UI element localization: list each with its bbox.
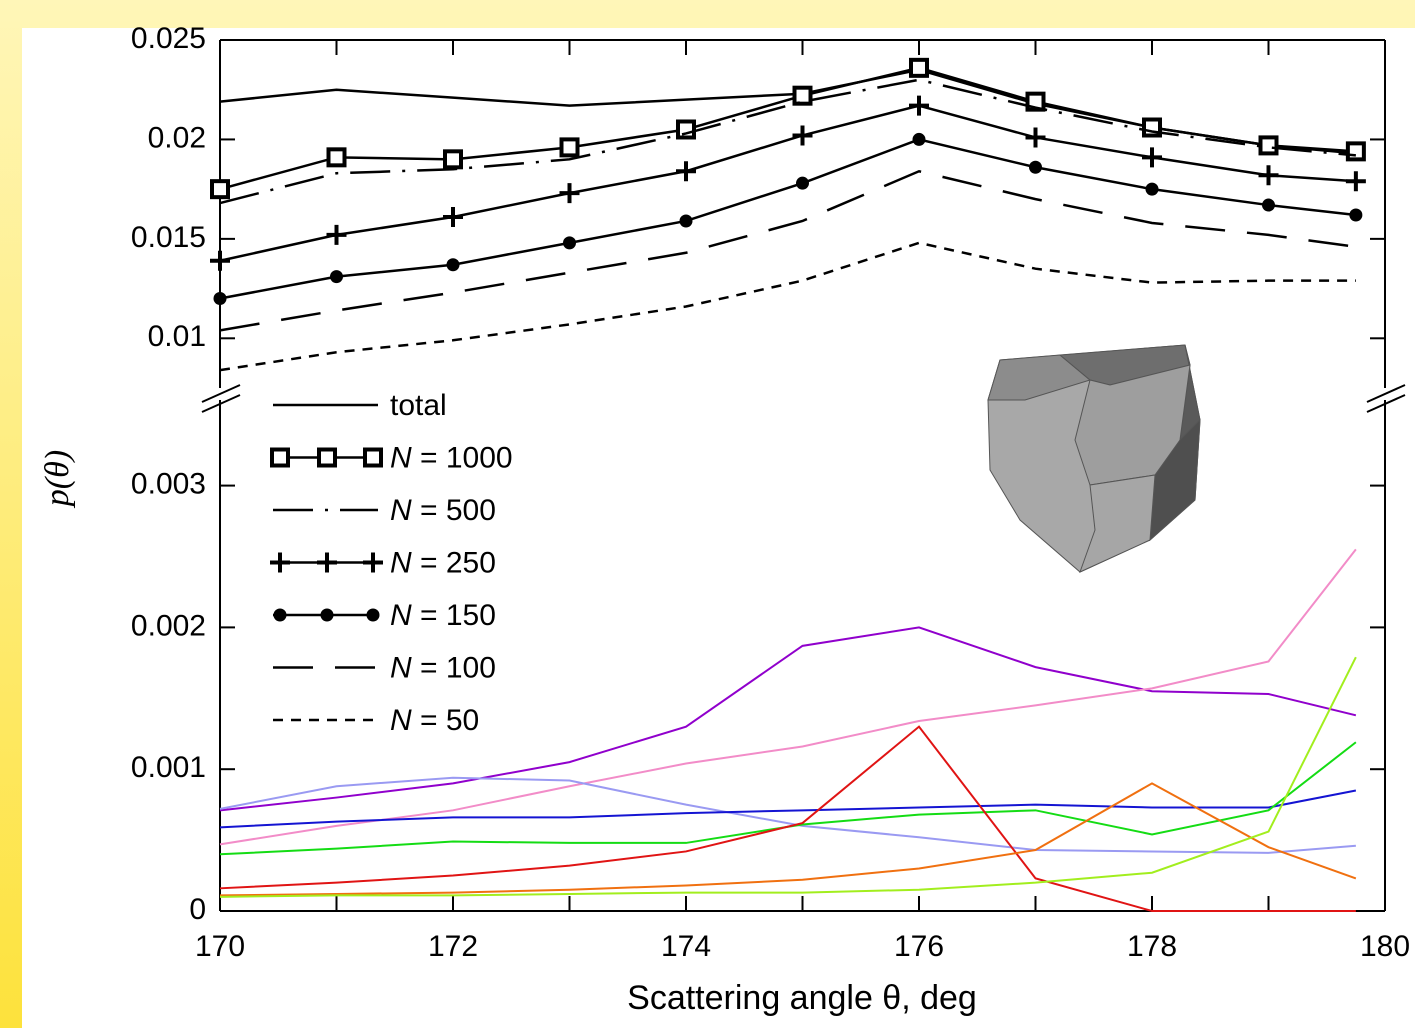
marker-square: [911, 60, 927, 76]
marker-square: [212, 181, 228, 197]
chart: p(θ) Scattering angle θ, deg 170 172 174 17…: [0, 0, 1415, 1028]
marker-square: [678, 121, 694, 137]
y-tick-label: 0.001: [131, 751, 206, 784]
marker-square: [319, 450, 335, 466]
y-tick-label: 0.01: [148, 320, 206, 353]
marker-circle: [1029, 161, 1042, 174]
x-tick-label: 180: [1360, 930, 1410, 963]
x-tick-label: 174: [661, 930, 711, 963]
marker-circle: [680, 214, 693, 227]
y-tick-label: 0.003: [131, 468, 206, 501]
marker-circle: [321, 609, 334, 622]
marker-circle: [447, 258, 460, 271]
legend-label: N = 500: [390, 494, 496, 527]
marker-circle: [330, 270, 343, 283]
x-tick-label: 172: [428, 930, 478, 963]
x-tick-label: 176: [894, 930, 944, 963]
legend-label: N = 150: [390, 599, 496, 632]
x-axis-label: Scattering angle θ, deg: [627, 979, 977, 1017]
legend-label: N = 250: [390, 546, 496, 579]
marker-square: [1348, 143, 1364, 159]
marker-circle: [563, 236, 576, 249]
y-tick-label: 0.02: [148, 121, 206, 154]
marker-circle: [796, 177, 809, 190]
legend-label: N = 1000: [390, 441, 513, 474]
legend-label: total: [390, 389, 447, 422]
marker-square: [365, 450, 381, 466]
legend-label: N = 100: [390, 651, 496, 684]
marker-circle: [214, 292, 227, 305]
marker-circle: [367, 609, 380, 622]
marker-circle: [1349, 209, 1362, 222]
marker-square: [272, 450, 288, 466]
x-tick-label: 178: [1127, 930, 1177, 963]
marker-square: [1261, 137, 1277, 153]
y-tick-label: 0.002: [131, 609, 206, 642]
y-tick-label: 0.015: [131, 221, 206, 254]
legend-label: N = 50: [390, 704, 479, 737]
x-tick-label: 170: [195, 930, 245, 963]
marker-square: [795, 88, 811, 104]
marker-square: [445, 151, 461, 167]
chart-background: [22, 28, 1415, 1028]
marker-circle: [1146, 183, 1159, 196]
marker-square: [562, 139, 578, 155]
y-tick-label: 0: [189, 893, 206, 926]
marker-circle: [274, 609, 287, 622]
marker-circle: [1262, 199, 1275, 212]
y-axis-label: p(θ): [39, 450, 76, 508]
marker-square: [329, 149, 345, 165]
y-tick-label: 0.025: [131, 22, 206, 55]
marker-circle: [913, 133, 926, 146]
page: p(θ) Scattering angle θ, deg 170 172 174 17…: [0, 0, 1415, 1028]
